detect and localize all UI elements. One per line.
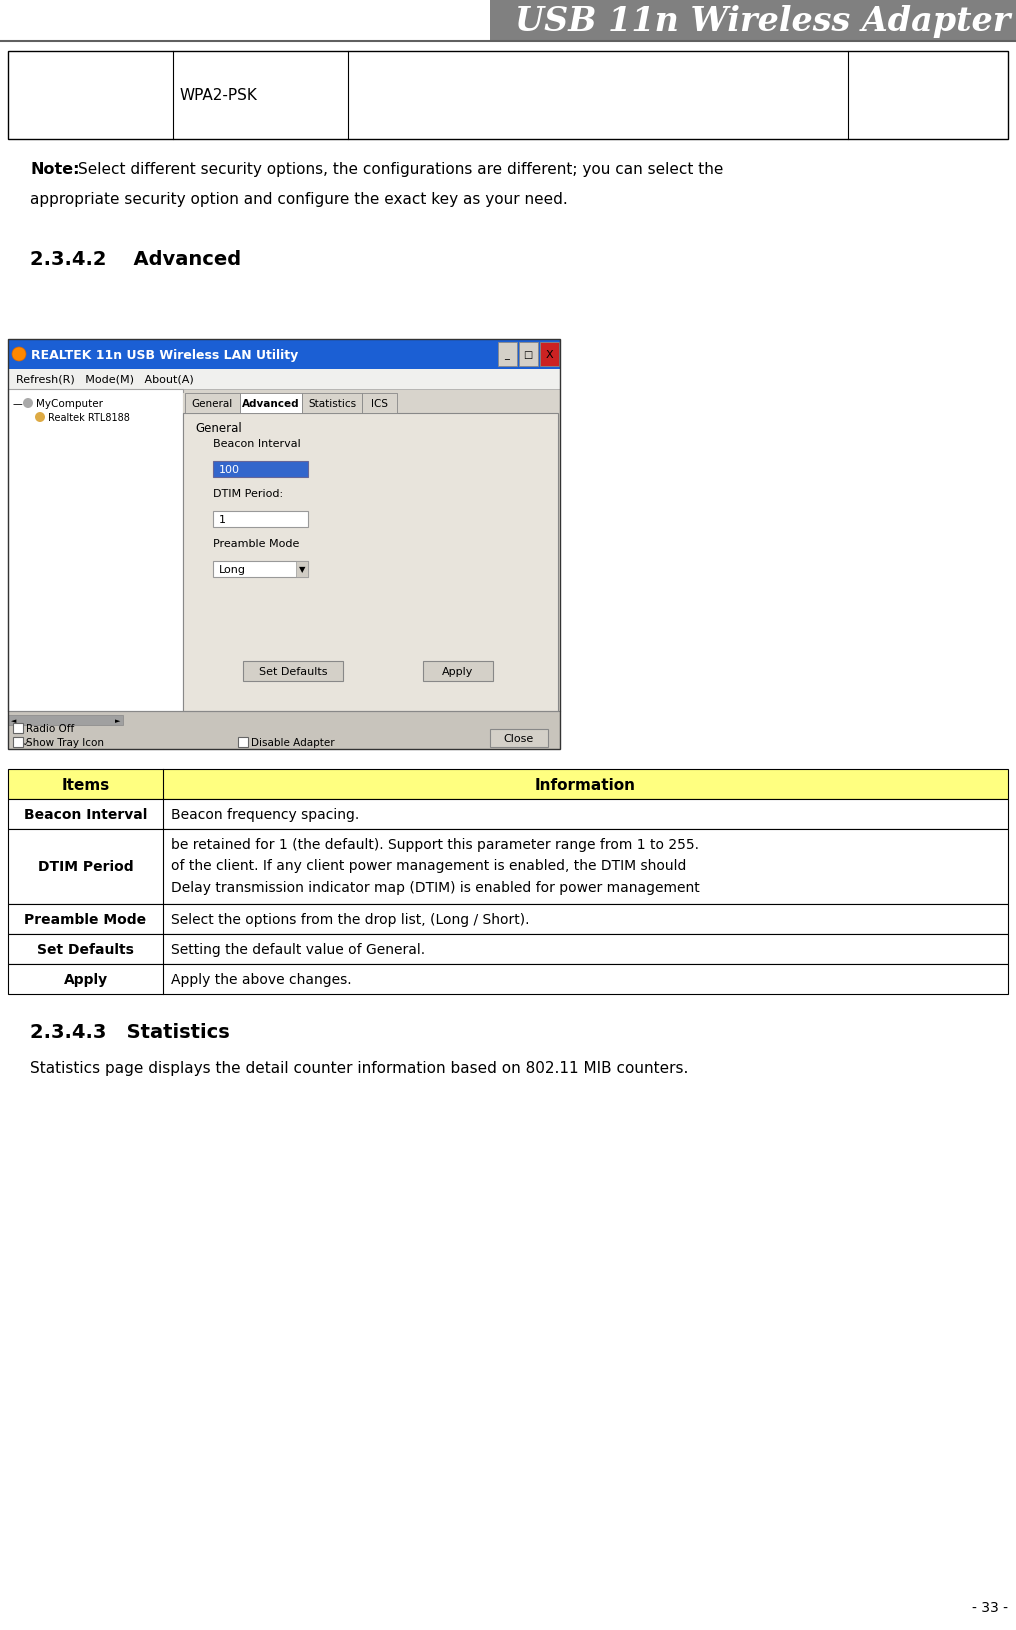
Text: Apply: Apply [63, 973, 108, 986]
Text: ►: ► [115, 717, 120, 724]
Text: Beacon frequency spacing.: Beacon frequency spacing. [171, 807, 360, 822]
Bar [539, 342, 559, 367]
Bar [296, 562, 308, 577]
Bar [8, 934, 1008, 965]
Bar [490, 0, 1016, 42]
Text: Radio Off: Radio Off [26, 724, 74, 734]
Text: REALTEK 11n USB Wireless LAN Utility: REALTEK 11n USB Wireless LAN Utility [31, 349, 299, 362]
Text: □: □ [523, 350, 532, 360]
Bar [8, 370, 560, 390]
Text: ICS: ICS [371, 399, 388, 409]
Bar [240, 394, 302, 414]
Text: 1: 1 [219, 515, 226, 525]
Text: Note:: Note: [30, 161, 79, 178]
Text: Set Defaults: Set Defaults [259, 667, 327, 676]
Bar [13, 724, 23, 734]
Text: —: — [13, 399, 22, 409]
Circle shape [12, 347, 26, 362]
Bar [8, 339, 560, 750]
Text: be retained for 1 (the default). Support this parameter range from 1 to 255.: be retained for 1 (the default). Support… [171, 838, 699, 851]
Bar [8, 799, 1008, 830]
Bar [0, 0, 490, 42]
Text: Select the options from the drop list, (Long / Short).: Select the options from the drop list, (… [171, 913, 529, 926]
Text: Preamble Mode: Preamble Mode [24, 913, 146, 926]
Bar [362, 394, 397, 414]
Text: Select different security options, the configurations are different; you can sel: Select different security options, the c… [78, 161, 723, 178]
Text: Delay transmission indicator map (DTIM) is enabled for power management: Delay transmission indicator map (DTIM) … [171, 880, 700, 895]
Bar [498, 342, 517, 367]
Bar [8, 769, 1008, 799]
Text: DTIM Period: DTIM Period [38, 861, 133, 874]
Bar [8, 52, 1008, 140]
Circle shape [23, 399, 33, 409]
Bar [8, 905, 1008, 934]
Text: ▼: ▼ [299, 566, 305, 574]
Text: Setting the default value of General.: Setting the default value of General. [171, 942, 425, 957]
Text: Advanced: Advanced [242, 399, 300, 409]
Bar [8, 390, 183, 712]
Text: Items: Items [61, 778, 110, 792]
Bar [8, 712, 560, 750]
Bar [238, 737, 248, 748]
Text: - 33 -: - 33 - [972, 1601, 1008, 1614]
Text: ◄: ◄ [11, 717, 16, 724]
Text: 2.3.4.3   Statistics: 2.3.4.3 Statistics [30, 1022, 230, 1042]
Bar [213, 512, 308, 528]
Text: of the client. If any client power management is enabled, the DTIM should: of the client. If any client power manag… [171, 859, 687, 874]
Text: Realtek RTL8188: Realtek RTL8188 [48, 412, 130, 422]
Text: ✓: ✓ [23, 738, 30, 747]
Text: Long: Long [219, 564, 246, 575]
Bar [8, 965, 1008, 994]
Text: General: General [192, 399, 233, 409]
Bar [8, 716, 123, 725]
Bar [302, 394, 362, 414]
Text: Close: Close [504, 734, 534, 743]
Bar [8, 830, 1008, 905]
Text: 100: 100 [219, 465, 240, 474]
Bar [213, 461, 308, 478]
Text: X: X [546, 350, 553, 360]
Bar [213, 562, 308, 577]
Bar [8, 390, 560, 712]
Text: Disable Adapter: Disable Adapter [251, 737, 334, 748]
Text: Preamble Mode: Preamble Mode [213, 538, 300, 549]
Bar [183, 394, 558, 414]
Text: Information: Information [535, 778, 636, 792]
Text: Set Defaults: Set Defaults [37, 942, 134, 957]
Text: MyComputer: MyComputer [36, 399, 103, 409]
Text: Beacon Interval: Beacon Interval [213, 438, 301, 448]
Bar [243, 662, 343, 681]
Bar [519, 342, 538, 367]
Bar [490, 730, 548, 748]
Text: WPA2-PSK: WPA2-PSK [179, 88, 257, 103]
Text: USB 11n Wireless Adapter: USB 11n Wireless Adapter [515, 5, 1010, 37]
Text: 2.3.4.2    Advanced: 2.3.4.2 Advanced [30, 249, 241, 269]
Text: DTIM Period:: DTIM Period: [213, 489, 283, 499]
Text: appropriate security option and configure the exact key as your need.: appropriate security option and configur… [30, 192, 568, 207]
Text: Statistics: Statistics [308, 399, 356, 409]
Bar [423, 662, 493, 681]
Bar [13, 737, 23, 748]
Circle shape [35, 412, 45, 422]
Text: Apply the above changes.: Apply the above changes. [171, 973, 352, 986]
Text: Apply: Apply [442, 667, 473, 676]
Bar [185, 394, 240, 414]
Text: Beacon Interval: Beacon Interval [23, 807, 147, 822]
Bar [8, 339, 560, 370]
Text: _: _ [505, 350, 509, 360]
Text: Show Tray Icon: Show Tray Icon [26, 737, 104, 748]
Text: General: General [195, 421, 242, 434]
Bar [183, 414, 558, 712]
Text: Statistics page displays the detail counter information based on 802.11 MIB coun: Statistics page displays the detail coun… [30, 1061, 689, 1076]
Text: Refresh(R)   Mode(M)   About(A): Refresh(R) Mode(M) About(A) [16, 375, 194, 385]
